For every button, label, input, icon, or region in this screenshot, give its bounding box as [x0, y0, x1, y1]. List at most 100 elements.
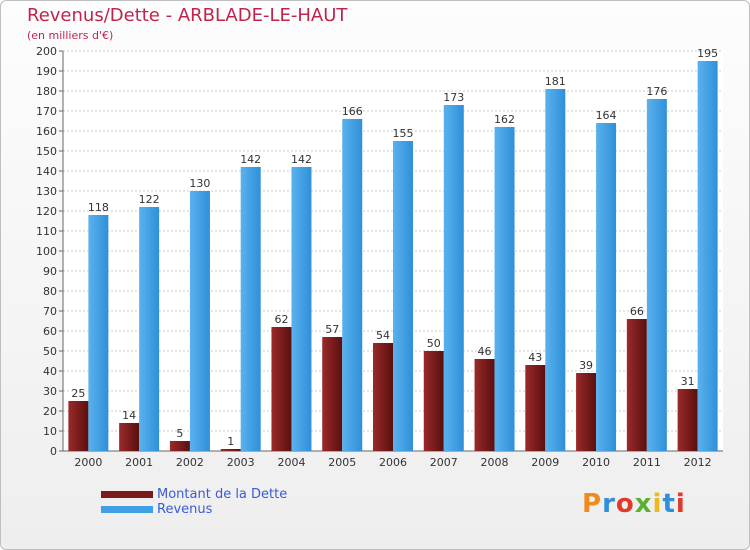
bar-debt [271, 327, 292, 451]
data-label-revenue: 142 [240, 153, 261, 166]
bar-revenue [342, 119, 363, 451]
bar-revenue [240, 167, 261, 451]
x-tick-label: 2007 [430, 456, 458, 469]
data-label-revenue: 176 [646, 85, 667, 98]
y-tick-label: 20 [43, 405, 57, 418]
x-tick-label: 2000 [74, 456, 102, 469]
data-label-debt: 39 [579, 359, 593, 372]
data-label-debt: 54 [376, 329, 390, 342]
data-label-debt: 31 [681, 375, 695, 388]
y-tick-label: 80 [43, 285, 57, 298]
legend-label-debt: Montant de la Dette [157, 487, 288, 502]
data-label-revenue: 122 [139, 193, 160, 206]
bar-debt [373, 343, 393, 451]
x-tick-label: 2012 [684, 456, 712, 469]
y-tick-label: 170 [36, 105, 57, 118]
bar-revenue [189, 191, 210, 451]
bar-debt [169, 441, 190, 451]
data-label-revenue: 164 [596, 109, 617, 122]
chart-title: Revenus/Dette - ARBLADE-LE-HAUT [27, 5, 348, 26]
data-label-debt: 43 [528, 351, 542, 364]
data-label-debt: 66 [630, 305, 644, 318]
y-tick-label: 70 [43, 305, 57, 318]
y-tick-label: 200 [36, 45, 57, 58]
legend-item-debt: Montant de la Dette [101, 487, 287, 502]
x-tick-label: 2004 [277, 456, 305, 469]
y-tick-label: 130 [36, 185, 57, 198]
y-tick-label: 50 [43, 345, 57, 358]
bar-debt [474, 359, 495, 451]
data-label-debt: 50 [427, 337, 441, 350]
bar-debt [220, 449, 241, 451]
bar-debt [677, 389, 698, 451]
bar-revenue [596, 123, 617, 451]
y-tick-label: 140 [36, 165, 57, 178]
y-tick-label: 110 [36, 225, 57, 238]
bar-revenue [291, 167, 312, 451]
bar-debt [576, 373, 597, 451]
bar-revenue [443, 105, 464, 451]
data-label-revenue: 162 [494, 113, 515, 126]
y-tick-label: 60 [43, 325, 57, 338]
bar-revenue [88, 215, 109, 451]
data-label-debt: 14 [122, 409, 136, 422]
data-label-debt: 62 [274, 313, 288, 326]
x-tick-label: 2009 [531, 456, 559, 469]
legend-label-revenue: Revenus [157, 502, 213, 517]
y-tick-label: 150 [36, 145, 57, 158]
x-tick-label: 2002 [176, 456, 204, 469]
bar-debt [68, 401, 89, 451]
chart-subtitle: (en milliers d'€) [27, 29, 114, 42]
x-tick-label: 2003 [227, 456, 255, 469]
data-label-revenue: 142 [291, 153, 312, 166]
data-label-revenue: 181 [545, 75, 566, 88]
bar-revenue [697, 61, 718, 451]
data-label-revenue: 173 [443, 91, 464, 104]
bar-debt [626, 319, 647, 451]
bar-debt [423, 351, 444, 451]
data-label-debt: 1 [227, 435, 234, 448]
logo-letter: i [652, 489, 663, 519]
legend: Montant de la Dette Revenus [101, 487, 287, 517]
logo-letter: o [615, 489, 635, 519]
y-tick-label: 30 [43, 385, 57, 398]
bar-revenue [139, 207, 160, 451]
x-tick-label: 2011 [633, 456, 661, 469]
bar-debt [525, 365, 546, 451]
bar-revenue [494, 127, 515, 451]
data-label-revenue: 195 [697, 47, 718, 60]
y-tick-label: 120 [36, 205, 57, 218]
y-tick-label: 90 [43, 265, 57, 278]
logo-letter: P [582, 489, 603, 519]
data-label-debt: 25 [71, 387, 85, 400]
bar-debt [322, 337, 343, 451]
logo-letter: t [662, 489, 676, 519]
y-tick-label: 190 [36, 65, 57, 78]
proxiti-logo: Proxiti [582, 489, 686, 519]
data-label-debt: 57 [325, 323, 339, 336]
logo-letter: x [634, 489, 653, 519]
y-tick-label: 0 [50, 445, 57, 458]
x-tick-label: 2005 [328, 456, 356, 469]
y-tick-label: 100 [36, 245, 57, 258]
data-label-revenue: 118 [88, 201, 109, 214]
x-tick-label: 2001 [125, 456, 153, 469]
x-tick-label: 2008 [481, 456, 509, 469]
y-tick-label: 160 [36, 125, 57, 138]
bar-revenue [646, 99, 667, 451]
logo-letter: i [675, 489, 686, 519]
bar-revenue [393, 141, 413, 451]
data-label-debt: 5 [176, 427, 183, 440]
data-label-revenue: 155 [393, 127, 414, 140]
legend-item-revenue: Revenus [101, 502, 287, 517]
y-tick-label: 180 [36, 85, 57, 98]
y-tick-label: 40 [43, 365, 57, 378]
legend-swatch-revenue [101, 506, 153, 513]
bar-debt [119, 423, 140, 451]
data-label-revenue: 166 [342, 105, 363, 118]
y-tick-label: 10 [43, 425, 57, 438]
logo-letter: r [602, 489, 616, 519]
x-tick-label: 2010 [582, 456, 610, 469]
